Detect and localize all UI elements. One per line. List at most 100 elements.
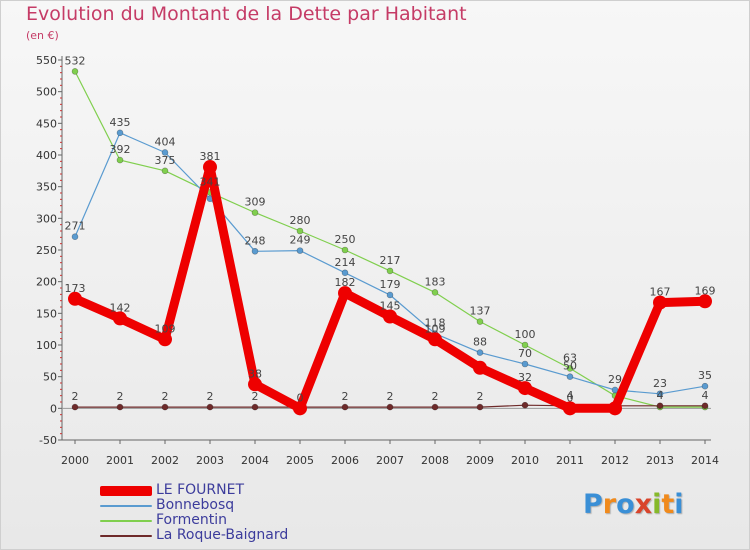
x-tick-label: 2001: [106, 454, 134, 467]
data-label-le-fournet: 0: [567, 391, 574, 404]
data-point-la-roque-baignard: [386, 403, 394, 411]
data-point-formentin: [116, 156, 124, 164]
logo-letter: i: [674, 489, 684, 520]
data-label-le-fournet: 167: [650, 286, 671, 299]
data-label-bonnebosq: 29: [608, 373, 622, 386]
y-tick-label: 300: [36, 212, 57, 225]
legend-swatch: [100, 520, 152, 522]
line-chart: -500501001502002503003504004505005502000…: [36, 54, 719, 467]
legend-swatch: [100, 486, 152, 496]
data-point-la-roque-baignard: [206, 403, 214, 411]
data-point-le-fournet: [698, 294, 712, 309]
data-point-la-roque-baignard: [116, 403, 124, 411]
data-point-le-fournet: [113, 311, 127, 326]
data-label-bonnebosq: 70: [518, 347, 532, 360]
legend-label: LE FOURNET: [156, 482, 245, 498]
data-label-formentin: 137: [470, 305, 491, 318]
data-point-la-roque-baignard: [476, 403, 484, 411]
data-label-le-fournet: 381: [200, 150, 221, 163]
x-tick-label: 2010: [511, 454, 539, 467]
legend-swatch: [100, 505, 152, 507]
data-label-le-fournet: 32: [518, 371, 532, 384]
data-label-formentin: 250: [335, 233, 356, 246]
series-line-formentin: [74, 70, 706, 408]
chart-axes: -500501001502002503003504004505005502000…: [36, 54, 719, 467]
data-point-bonnebosq: [116, 129, 124, 137]
x-tick-label: 2000: [61, 454, 89, 467]
x-tick-label: 2013: [646, 454, 674, 467]
logo-letter: o: [616, 489, 635, 520]
data-label-bonnebosq: 50: [563, 360, 577, 373]
legend-label: Formentin: [156, 512, 228, 528]
data-label-bonnebosq: 435: [110, 116, 131, 129]
y-tick-label: -50: [39, 434, 57, 447]
data-label-le-fournet: 38: [248, 367, 262, 380]
data-point-bonnebosq: [386, 291, 394, 299]
data-label-formentin: 309: [245, 196, 266, 209]
data-label-formentin: 341: [200, 175, 221, 188]
data-label-bonnebosq: 118: [425, 317, 446, 330]
data-point-formentin: [251, 209, 259, 216]
chart-series: [68, 68, 712, 416]
y-tick-label: 50: [43, 371, 57, 384]
data-point-bonnebosq: [251, 247, 259, 255]
data-label-formentin: 280: [290, 214, 311, 227]
data-point-le-fournet: [473, 360, 487, 375]
legend-label: Bonnebosq: [156, 497, 235, 513]
x-tick-label: 2011: [556, 454, 584, 467]
y-tick-label: 200: [36, 276, 57, 289]
data-label-la-roque-baignard: 2: [432, 390, 439, 403]
data-point-la-roque-baignard: [701, 402, 709, 410]
data-point-la-roque-baignard: [71, 403, 79, 411]
data-point-la-roque-baignard: [656, 402, 664, 410]
data-point-formentin: [341, 246, 349, 254]
data-label-le-fournet: 109: [155, 322, 176, 335]
data-label-la-roque-baignard: 2: [342, 390, 349, 403]
data-label-formentin: 100: [515, 328, 536, 341]
data-point-bonnebosq: [296, 247, 304, 254]
data-point-formentin: [161, 167, 169, 175]
y-tick-label: 350: [36, 181, 57, 194]
data-label-bonnebosq: 23: [653, 377, 667, 390]
chart-title: Evolution du Montant de la Dette par Hab…: [26, 3, 467, 25]
data-label-formentin: 217: [380, 254, 401, 267]
logo-letter: P: [583, 489, 603, 520]
legend-swatch: [100, 535, 152, 537]
data-point-le-fournet: [68, 291, 82, 306]
y-tick-label: 400: [36, 149, 57, 162]
x-tick-label: 2008: [421, 454, 449, 467]
x-tick-label: 2012: [601, 454, 629, 467]
data-label-la-roque-baignard: 2: [72, 390, 79, 403]
y-tick-label: 450: [36, 117, 57, 130]
data-label-bonnebosq: 248: [245, 234, 266, 247]
chart-subtitle: (en €): [26, 29, 59, 42]
data-label-formentin: 63: [563, 351, 577, 364]
data-point-le-fournet: [383, 309, 397, 324]
data-point-bonnebosq: [701, 382, 709, 390]
data-point-formentin: [521, 341, 529, 349]
data-point-formentin: [386, 267, 394, 275]
data-label-le-fournet: 173: [65, 282, 86, 295]
logo-letter: i: [652, 489, 662, 520]
data-point-bonnebosq: [566, 373, 574, 380]
data-label-le-fournet: 145: [380, 300, 401, 313]
data-label-bonnebosq: 404: [155, 135, 176, 148]
data-point-le-fournet: [608, 401, 622, 416]
data-label-la-roque-baignard: 4: [567, 389, 574, 402]
data-point-le-fournet: [653, 295, 667, 310]
data-label-le-fournet: 182: [335, 276, 356, 289]
data-label-la-roque-baignard: 2: [252, 390, 259, 403]
data-point-bonnebosq: [521, 360, 529, 368]
data-point-le-fournet: [518, 381, 532, 396]
data-label-formentin: 392: [110, 143, 131, 156]
data-point-le-fournet: [563, 401, 577, 416]
x-tick-label: 2009: [466, 454, 494, 467]
data-point-le-fournet: [248, 377, 262, 392]
data-label-formentin: 532: [65, 54, 86, 67]
data-point-la-roque-baignard: [341, 403, 349, 411]
data-point-formentin: [476, 318, 484, 325]
data-point-bonnebosq: [341, 269, 349, 277]
data-point-la-roque-baignard: [251, 403, 259, 411]
data-label-formentin: 183: [425, 275, 446, 288]
